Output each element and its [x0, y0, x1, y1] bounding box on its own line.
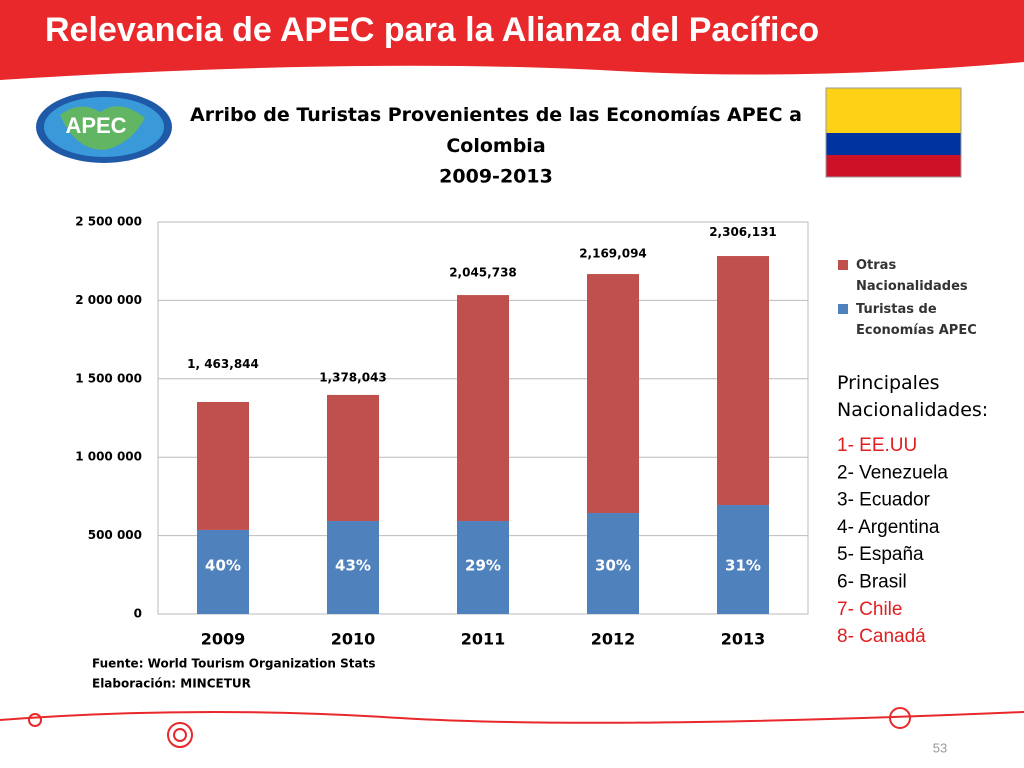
y-tick-label: 500 000: [88, 528, 142, 542]
total-label: 2,306,131: [709, 225, 777, 239]
header-band: [0, 0, 1024, 80]
slide-title: Relevancia de APEC para la Alianza del P…: [45, 11, 819, 49]
nationalities-heading: Principales Nacionalidades:: [837, 372, 988, 421]
share-label: 29%: [465, 557, 501, 575]
x-tick-label: 2010: [331, 630, 376, 649]
share-label: 30%: [595, 557, 631, 575]
x-tick-label: 2009: [201, 630, 246, 649]
y-tick-label: 1 500 000: [75, 371, 142, 385]
x-tick-label: 2012: [591, 630, 636, 649]
decoration: [0, 707, 1024, 748]
nationality-item: 7- Chile: [837, 599, 902, 620]
x-tick-label: 2011: [461, 630, 506, 649]
bar-segment: [457, 521, 509, 614]
y-tick-label: 2 500 000: [75, 215, 142, 229]
nationality-item: 8- Canadá: [837, 626, 926, 647]
nationality-item: 1- EE.UU: [837, 435, 917, 456]
bar-segment: [457, 295, 509, 522]
nationality-item: 3- Ecuador: [837, 490, 931, 511]
total-label: 2,169,094: [579, 246, 647, 260]
bar-segment: [327, 521, 379, 614]
bar-segment: [197, 402, 249, 530]
legend-label: Otras Nacionalidades: [856, 258, 968, 294]
chart-title: Arribo de Turistas Provenientes de las E…: [190, 104, 802, 157]
nationality-item: 6- Brasil: [837, 572, 907, 593]
page-number: 53: [933, 740, 947, 755]
total-label: 2,045,738: [449, 266, 517, 280]
legend-label: Turistas de Economías APEC: [856, 302, 977, 338]
nationality-item: 4- Argentina: [837, 517, 940, 538]
bar-segment: [327, 394, 379, 522]
share-label: 31%: [725, 557, 761, 575]
bar-segment: [197, 529, 249, 614]
nationality-item: 2- Venezuela: [837, 462, 948, 483]
bar-segment: [717, 256, 769, 506]
legend-swatch: [838, 260, 848, 270]
bar-segment: [717, 505, 769, 614]
chart-subtitle: 2009-2013: [439, 166, 553, 188]
y-tick-label: 0: [134, 607, 142, 621]
share-label: 43%: [335, 557, 371, 575]
total-label: 1,378,043: [319, 370, 387, 384]
source: Elaboración: MINCETUR: [92, 677, 251, 691]
bar-segment: [587, 274, 639, 514]
bar-segment: [587, 513, 639, 614]
legend-swatch: [838, 304, 848, 314]
y-tick-label: 1 000 000: [75, 450, 142, 464]
source: Fuente: World Tourism Organization Stats: [92, 657, 375, 671]
colombia-flag: [825, 87, 962, 178]
logo-text: APEC: [65, 113, 126, 138]
y-tick-label: 2 000 000: [75, 293, 142, 307]
total-label: 1, 463,844: [187, 357, 259, 371]
nationality-item: 5- España: [837, 544, 924, 565]
x-tick-label: 2013: [721, 630, 766, 649]
share-label: 40%: [205, 557, 241, 575]
apec-logo: APEC: [36, 91, 172, 163]
